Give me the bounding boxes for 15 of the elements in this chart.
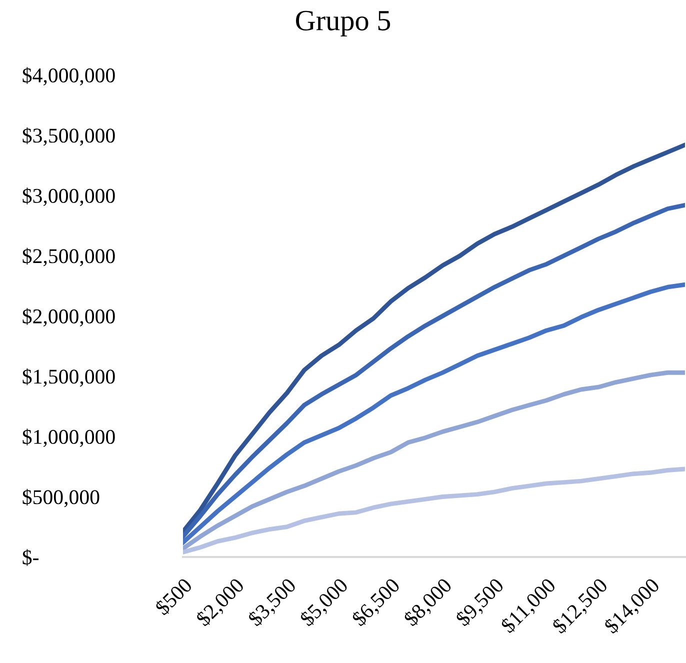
line-series <box>183 142 685 534</box>
y-tick-label: $500,000 <box>22 488 100 508</box>
y-tick-label: $- <box>22 549 38 566</box>
y-tick-label: $1,000,000 <box>22 428 115 447</box>
line-series <box>183 202 685 539</box>
line-series <box>183 370 685 551</box>
line-series <box>183 466 685 554</box>
y-tick-label: $4,000,000 <box>22 67 115 86</box>
y-tick-label: $2,500,000 <box>22 248 115 266</box>
y-tick-label: $3,500,000 <box>22 127 115 146</box>
line-series <box>183 282 685 545</box>
chart-title: Grupo 5 <box>296 10 390 36</box>
y-tick-label: $2,000,000 <box>22 308 115 326</box>
y-tick-label: $1,500,000 <box>22 368 115 387</box>
y-tick-label: $3,000,000 <box>22 188 115 206</box>
